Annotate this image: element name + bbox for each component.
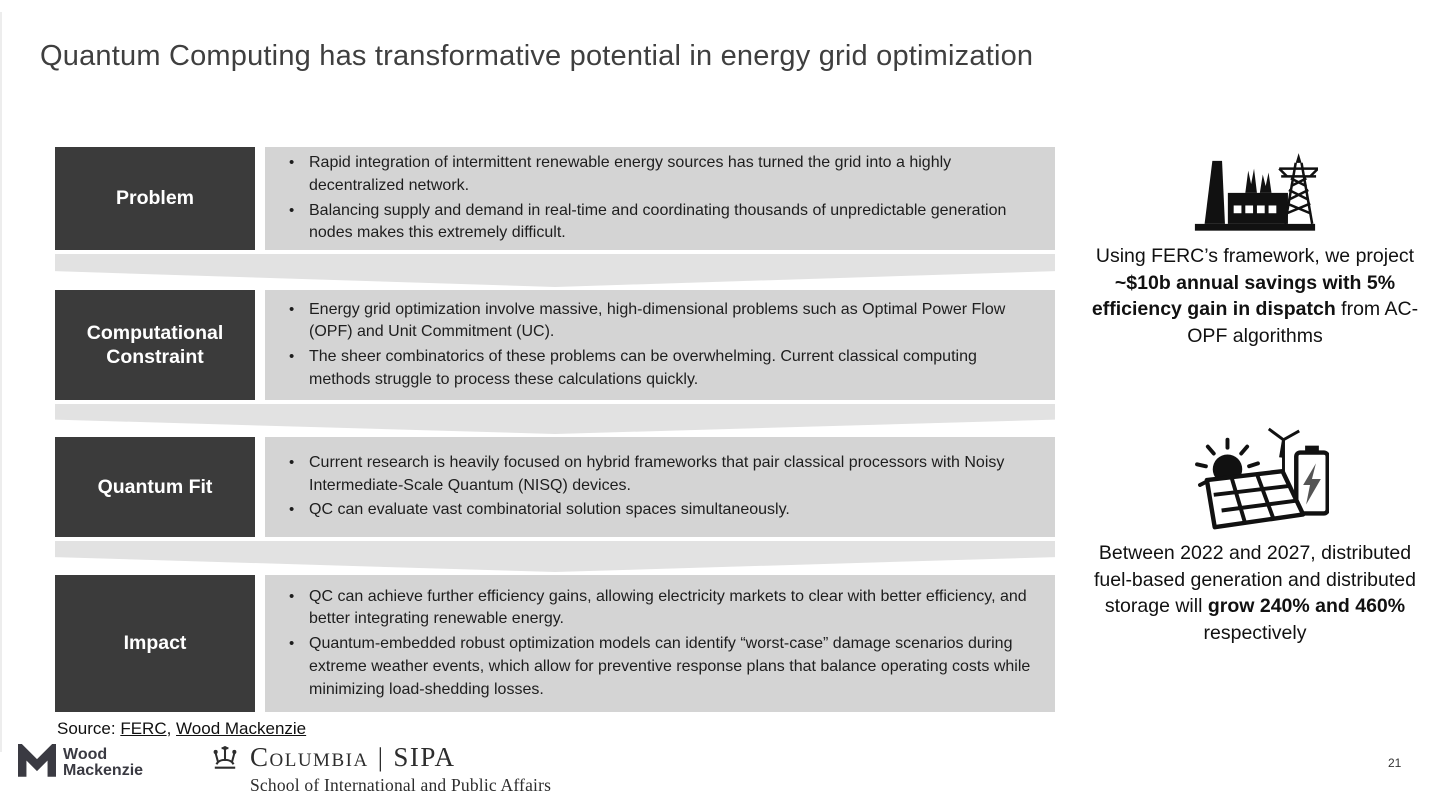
funnel-row-impact: Impact QC can achieve further efficiency… (55, 575, 1055, 712)
down-chevron-divider (55, 254, 1055, 287)
columbia-sipa-wordmark: Columbia | SIPA (250, 742, 455, 773)
bullet-text: Balancing supply and demand in real-time… (283, 200, 1041, 245)
wood-mackenzie-line2: Mackenzie (63, 762, 144, 779)
stage-label-quantum-fit: Quantum Fit (55, 437, 255, 537)
bullet-text: Current research is heavily focused on h… (283, 452, 1041, 497)
stage-label-computational-constraint: Computational Constraint (55, 290, 255, 400)
left-edge-divider (0, 12, 2, 752)
source-link-wood-mackenzie[interactable]: Wood Mackenzie (176, 719, 307, 738)
stage-content-computational-constraint: Energy grid optimization involve massive… (265, 290, 1055, 400)
bullet-text: Quantum-embedded robust optimization mod… (283, 633, 1041, 701)
funnel-row-computational-constraint: Computational Constraint Energy grid opt… (55, 290, 1055, 400)
wood-mackenzie-wordmark: Wood Mackenzie (63, 745, 144, 780)
page-number: 21 (1388, 756, 1402, 770)
columbia-divider: | (377, 742, 385, 772)
funnel-row-quantum-fit: Quantum Fit Current research is heavily … (55, 437, 1055, 537)
bullet-text: QC can achieve further efficiency gains,… (283, 586, 1041, 631)
slide-title: Quantum Computing has transformative pot… (40, 40, 1034, 72)
source-line: Source: FERC, Wood Mackenzie (57, 719, 306, 739)
wood-mackenzie-line1: Wood (63, 745, 108, 763)
columbia-sipa-logo: Columbia | SIPA School of International an… (208, 742, 551, 796)
source-link-ferc[interactable]: FERC (120, 719, 167, 738)
stage-label-impact: Impact (55, 575, 255, 712)
callout-text-pre: Using FERC’s framework, we project (1095, 245, 1415, 267)
source-separator: , (166, 719, 177, 738)
callout-text-post: respectively (1203, 622, 1307, 645)
columbia-name: Columbia (250, 742, 369, 772)
renewables-storage-icon (1181, 426, 1329, 538)
columbia-crown-icon (208, 743, 242, 772)
callout-text-distributed: Between 2022 and 2027, distributed fuel-… (1090, 540, 1420, 647)
bullet-text: QC can evaluate vast combinatorial solut… (283, 499, 1041, 522)
bullet-text: Energy grid optimization involve massive… (283, 299, 1041, 344)
callout-text-bold: ~$10b annual savings with 5% efficiency … (1091, 271, 1396, 321)
callout-text-pre: Between 2022 and 2027, distributed fuel-… (1094, 542, 1416, 618)
callout-icon-wrapper (1095, 145, 1415, 233)
power-plant-transmission-icon (1192, 145, 1318, 233)
bullet-text: Rapid integration of intermittent renewa… (283, 152, 1041, 197)
source-prefix: Source: (57, 719, 121, 738)
funnel-row-problem: Problem Rapid integration of intermitten… (55, 147, 1055, 250)
callout-text-ferc: Using FERC’s framework, we project ~$10b… (1090, 243, 1420, 350)
down-chevron-divider (55, 404, 1055, 434)
wood-mackenzie-mark-icon (18, 744, 56, 782)
callout-text-bold: grow 240% and 460% (1207, 595, 1406, 618)
wood-mackenzie-logo: Wood Mackenzie (18, 744, 143, 782)
callout-text-post: from AC-OPF algorithms (1187, 298, 1419, 348)
down-chevron-divider (55, 541, 1055, 572)
stage-label-problem: Problem (55, 147, 255, 250)
bullet-text: The sheer combinatorics of these problem… (283, 346, 1041, 391)
stage-content-problem: Rapid integration of intermittent renewa… (265, 147, 1055, 250)
sipa-name: SIPA (393, 742, 456, 772)
callout-icon-wrapper (1095, 426, 1415, 538)
columbia-sipa-subtitle: School of International and Public Affai… (250, 775, 552, 795)
stage-content-quantum-fit: Current research is heavily focused on h… (265, 437, 1055, 537)
stage-content-impact: QC can achieve further efficiency gains,… (265, 575, 1055, 712)
